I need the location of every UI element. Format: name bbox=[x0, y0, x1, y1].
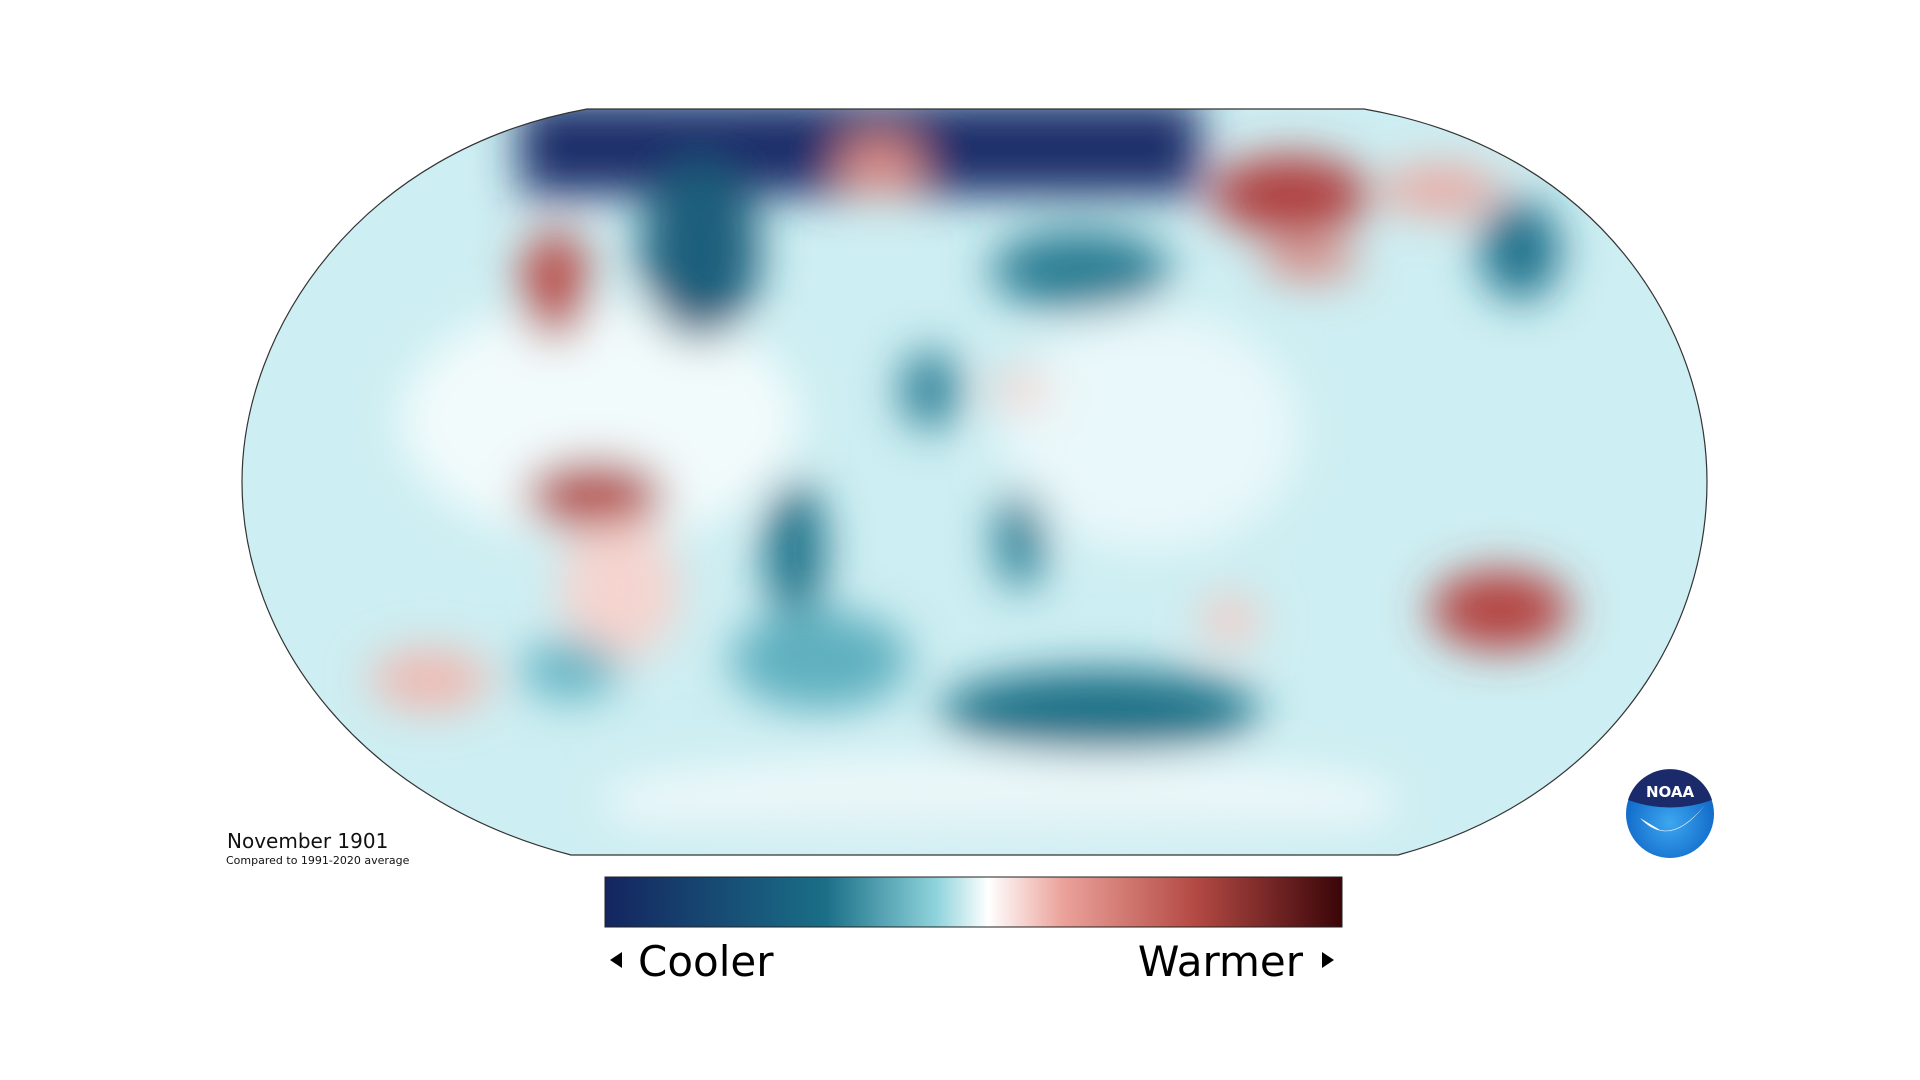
map-outline bbox=[241, 108, 1708, 856]
legend-low: Cooler bbox=[638, 937, 774, 986]
color-scale bbox=[604, 876, 1343, 928]
cooler-arrow bbox=[610, 952, 622, 968]
logo-text: NOAA bbox=[1646, 783, 1695, 801]
map-baseline: Compared to 1991-2020 average bbox=[226, 854, 410, 867]
legend-high: Warmer bbox=[1138, 937, 1304, 986]
anomaly-field bbox=[242, 109, 1707, 855]
noaa-logo: NOAA bbox=[1626, 769, 1714, 858]
map-date: November 1901 bbox=[227, 829, 388, 853]
warmer-arrow bbox=[1322, 952, 1334, 968]
